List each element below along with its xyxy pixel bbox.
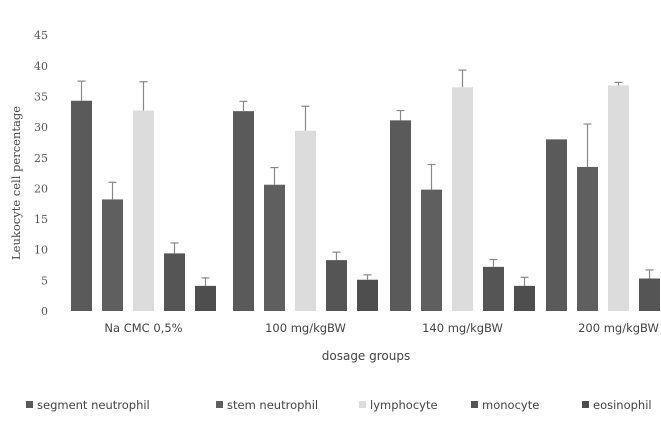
bar-3-stem-neutrophil (421, 189, 442, 311)
bar-1-monocyte (164, 253, 185, 311)
bar-1-segment-neutrophil (71, 100, 92, 311)
bar-series-group (71, 85, 660, 312)
y-tick-20: 20 (34, 182, 48, 195)
bar-2-segment-neutrophil (233, 111, 254, 311)
y-tick-25: 25 (34, 152, 48, 165)
bar-2-eosinophil (357, 279, 378, 311)
legend-swatch-1 (26, 401, 33, 408)
x-axis-categories: Na CMC 0,5% 100 mg/kgBW 140 mg/kgBW 200 mg/… (104, 321, 658, 335)
bar-3-monocyte (483, 266, 504, 311)
legend-label-3: lymphocyte (370, 398, 438, 412)
bar-4-lymphocyte (608, 85, 629, 311)
bar-3-lymphocyte (452, 87, 473, 311)
y-tick-0: 0 (41, 305, 48, 318)
y-tick-15: 15 (34, 213, 48, 226)
x-category-label-2: 100 mg/kgBW (265, 321, 346, 335)
y-tick-40: 40 (34, 60, 48, 73)
bar-2-stem-neutrophil (264, 184, 285, 311)
x-category-label-4: 200 mg/kgBW (578, 321, 659, 335)
bar-2-monocyte (326, 260, 347, 311)
y-tick-30: 30 (34, 121, 48, 134)
legend-label-1: segment neutrophil (37, 398, 150, 412)
y-axis-title: Leukocyte cell percentage (9, 106, 23, 260)
y-tick-45: 45 (34, 29, 48, 42)
bar-1-eosinophil (195, 285, 216, 311)
bar-1-lymphocyte (133, 110, 154, 311)
legend-label-5: eosinophil (593, 398, 652, 412)
y-tick-5: 5 (41, 274, 48, 287)
bar-1-stem-neutrophil (102, 199, 123, 311)
bar-4-segment-neutrophil (546, 139, 567, 311)
bar-2-lymphocyte (295, 130, 316, 311)
y-axis-ticks: 0 5 10 15 20 25 30 35 40 45 (34, 29, 48, 318)
x-axis-title: dosage groups (322, 349, 410, 363)
bar-4-stem-neutrophil (577, 166, 598, 311)
error-bars-group (77, 69, 654, 286)
legend-swatch-4 (471, 401, 478, 408)
bar-4-monocyte (639, 278, 660, 311)
x-category-label-1: Na CMC 0,5% (104, 321, 182, 335)
legend: segment neutrophil stem neutrophil lymphoc… (26, 398, 652, 412)
y-tick-10: 10 (34, 244, 48, 257)
bar-3-eosinophil (514, 285, 535, 311)
x-category-label-3: 140 mg/kgBW (422, 321, 503, 335)
y-tick-35: 35 (34, 90, 48, 103)
legend-swatch-3 (359, 401, 366, 408)
bar-3-segment-neutrophil (390, 120, 411, 312)
legend-label-2: stem neutrophil (227, 398, 318, 412)
legend-label-4: monocyte (482, 398, 539, 412)
legend-swatch-2 (216, 401, 223, 408)
legend-swatch-5 (582, 401, 589, 408)
